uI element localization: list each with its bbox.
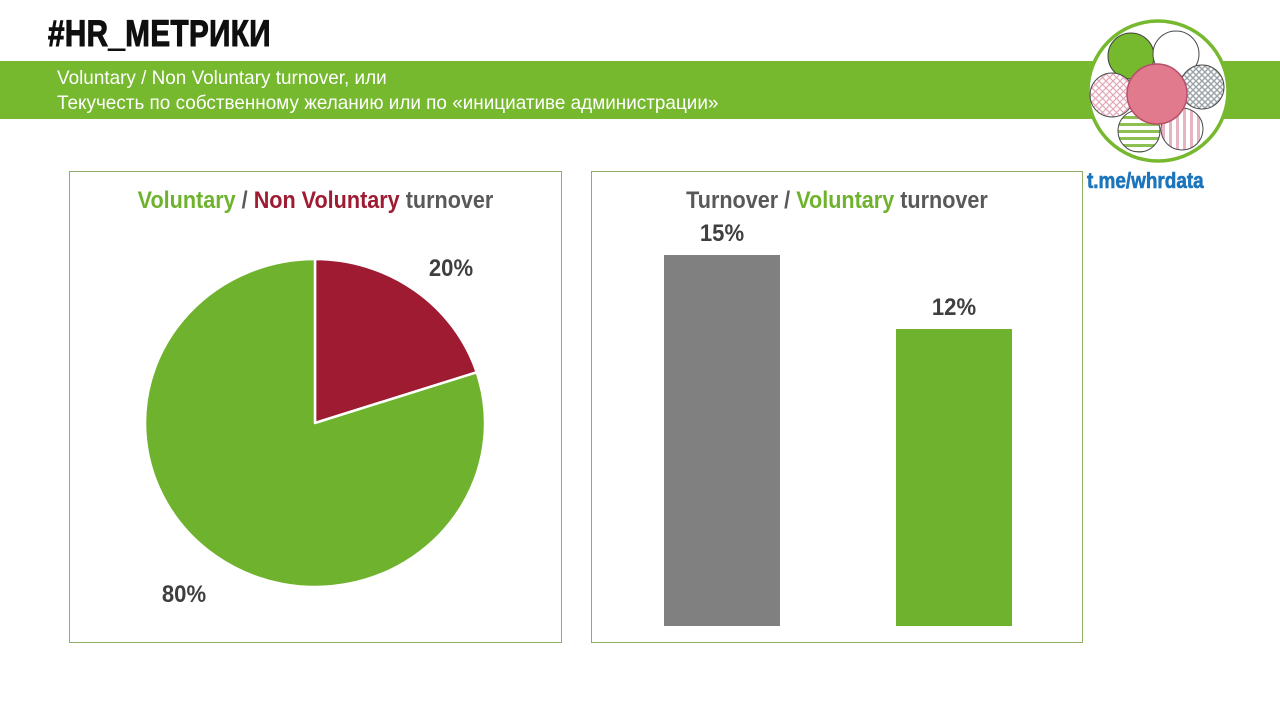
- title-segment-turnover-2: turnover: [894, 187, 988, 214]
- bar-chart-panel: Turnover / Voluntary turnover 15% 12%: [591, 171, 1083, 643]
- title-segment-voluntary: Voluntary: [137, 187, 236, 214]
- bar-turnover: [664, 255, 780, 626]
- bar-value-label-voluntary-turnover: 12%: [931, 294, 977, 322]
- bar-chart-title: Turnover / Voluntary turnover: [617, 187, 1058, 215]
- banner-subtitle-line-1: Voluntary / Non Voluntary turnover, или: [57, 67, 387, 89]
- banner-subtitle-line-2: Текучесть по собственному желанию или по…: [57, 92, 719, 114]
- title-segment-non-voluntary: Non Voluntary: [253, 187, 400, 214]
- pie-chart-panel: Voluntary / Non Voluntary turnover 20% 8…: [69, 171, 562, 643]
- pie-value-label-non-voluntary: 20%: [428, 255, 474, 282]
- pie-slice-1: [143, 257, 487, 589]
- logo-center-circle: [1126, 63, 1188, 125]
- logo-flower-icon: [1086, 19, 1230, 163]
- title-segment-turnover: turnover: [399, 187, 494, 214]
- bar-value-label-turnover: 15%: [699, 220, 745, 248]
- title-segment-separator: /: [235, 187, 254, 214]
- pie-chart: [143, 257, 487, 589]
- banner: Voluntary / Non Voluntary turnover, или …: [0, 61, 1280, 119]
- telegram-link[interactable]: t.me/whrdata: [1086, 168, 1204, 194]
- pie-chart-title: Voluntary / Non Voluntary turnover: [95, 187, 537, 215]
- bar-voluntary-turnover: [896, 329, 1012, 626]
- title-segment-voluntary: Voluntary: [796, 187, 895, 214]
- pie-value-label-voluntary: 80%: [161, 581, 207, 608]
- pie-slice-0: [313, 257, 478, 425]
- page-title: #HR_МЕТРИКИ: [48, 12, 271, 54]
- title-segment-turnover: Turnover /: [686, 187, 797, 214]
